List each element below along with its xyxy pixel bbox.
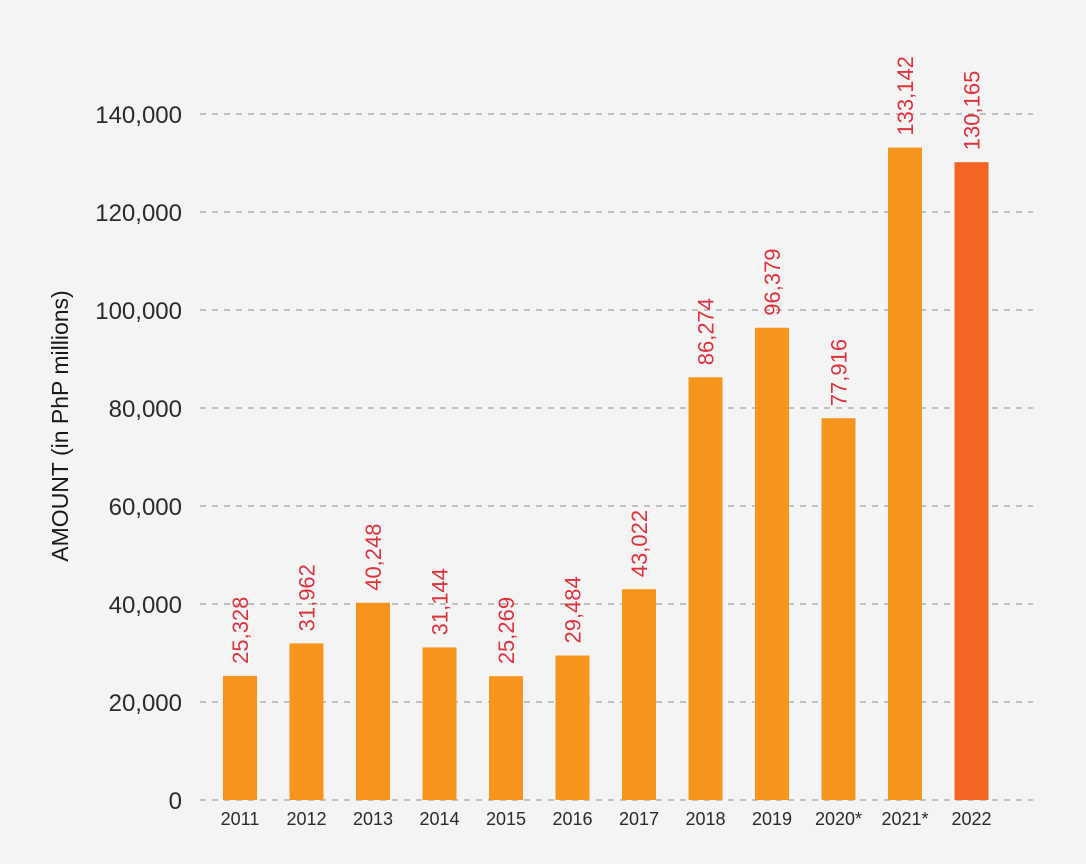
data-label: 31,962 (295, 564, 320, 631)
x-tick-label: 2022 (951, 809, 991, 829)
bar-2015 (489, 676, 523, 800)
data-label: 43,022 (627, 510, 652, 577)
bar-2016 (555, 655, 590, 800)
bar-2017 (622, 589, 656, 800)
x-tick-label: 2013 (353, 809, 393, 829)
y-tick-label: 0 (169, 788, 182, 815)
data-label: 133,142 (893, 56, 918, 136)
x-tick-label: 2012 (286, 809, 326, 829)
y-axis-label: AMOUNT (in PhP millions) (47, 290, 73, 561)
x-tick-label: 2017 (619, 809, 659, 829)
x-tick-label: 2020* (815, 809, 862, 829)
y-tick-label: 40,000 (109, 592, 182, 619)
data-labels: 25,328 31,962 40,248 31,144 25,269 29,484 43,0… (228, 56, 985, 664)
data-label: 31,144 (428, 568, 453, 635)
y-tick-label: 140,000 (95, 102, 182, 129)
x-tick-label: 2011 (221, 809, 260, 829)
bar-2014 (422, 647, 457, 800)
bar-2022 (954, 162, 989, 800)
y-axis-ticks: 0 20,000 40,000 60,000 80,000 100,000 120,000 1… (95, 102, 182, 815)
data-label: 40,248 (361, 523, 386, 590)
bars (223, 147, 989, 801)
data-label: 77,916 (827, 339, 852, 406)
bar-2013 (356, 602, 390, 800)
bar-2018 (688, 377, 723, 800)
y-tick-label: 20,000 (109, 690, 182, 717)
x-tick-label: 2021* (881, 809, 928, 829)
x-tick-label: 2018 (685, 809, 725, 829)
bar-2021-star (888, 147, 922, 801)
y-tick-label: 60,000 (109, 494, 182, 521)
y-tick-label: 80,000 (109, 396, 182, 423)
x-tick-label: 2014 (419, 809, 459, 829)
bar-2011 (223, 675, 257, 800)
data-label: 25,328 (228, 597, 253, 664)
x-tick-label: 2019 (752, 809, 792, 829)
bar-2019 (755, 327, 789, 800)
bar-2012 (289, 643, 324, 800)
bar-2020-star (821, 418, 856, 800)
y-tick-label: 120,000 (95, 200, 182, 227)
data-label: 96,379 (760, 248, 785, 315)
x-tick-label: 2016 (552, 809, 592, 829)
x-tick-label: 2015 (486, 809, 526, 829)
data-label: 86,274 (694, 298, 719, 365)
data-label: 130,165 (960, 71, 985, 151)
data-label: 29,484 (561, 576, 586, 643)
y-tick-label: 100,000 (95, 298, 182, 325)
data-label: 25,269 (494, 597, 519, 664)
x-axis-ticks: 2011 2012 2013 2014 2015 2016 2017 2018 2019 2020… (221, 809, 992, 829)
